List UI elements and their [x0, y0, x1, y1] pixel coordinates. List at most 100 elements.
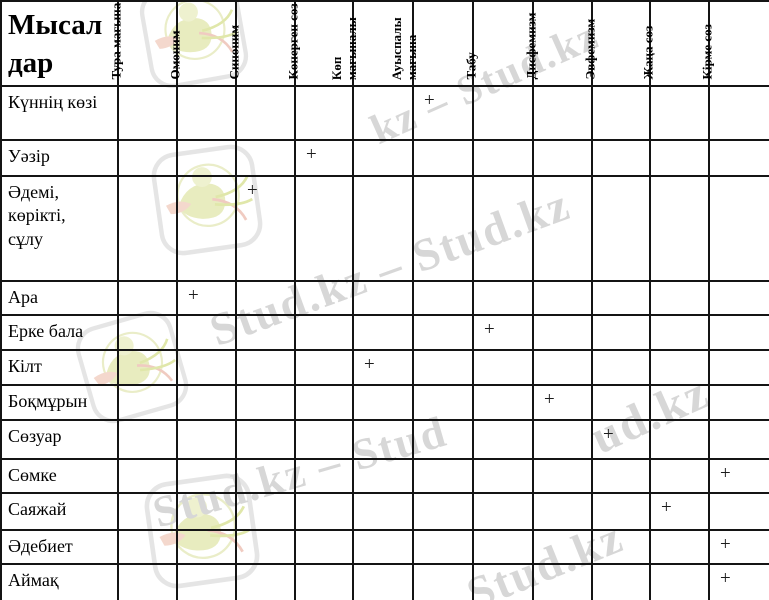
column-header-label: Кірме сөз: [699, 24, 715, 80]
row-label-cell: Әдебиет: [0, 529, 119, 565]
empty-cell: [352, 529, 414, 565]
column-header-label: Дисфемизм: [523, 12, 539, 80]
column-header-cell: Ауыспалы мағына: [389, 0, 474, 87]
empty-cell: [352, 175, 414, 282]
empty-cell: [532, 280, 593, 316]
empty-cell: [176, 492, 237, 531]
column-header-cell: Кірме сөз: [699, 0, 769, 87]
plus-mark-cell: +: [708, 458, 769, 494]
column-header-label: Жаңа сөз: [640, 26, 656, 80]
column-header-cell: Синоним: [226, 0, 296, 87]
empty-cell: [352, 85, 414, 141]
table-header-row: Мысал дар Тура мағына Омоним Синоним Көнерге…: [0, 0, 769, 87]
table-row: Ерке бала +: [0, 314, 769, 351]
row-label-cell: Боқмұрын: [0, 384, 119, 421]
empty-cell: [472, 458, 534, 494]
plus-mark: +: [484, 319, 495, 340]
row-label-cell: Күннің көзі: [0, 85, 119, 141]
empty-cell: [352, 384, 414, 421]
table-row: Уәзір +: [0, 139, 769, 177]
column-header-label: Омоним: [167, 30, 183, 80]
empty-cell: [649, 139, 710, 177]
empty-cell: [591, 349, 651, 386]
plus-mark: +: [306, 144, 317, 165]
empty-cell: [235, 492, 296, 531]
plus-mark-cell: +: [708, 563, 769, 600]
empty-cell: [708, 419, 769, 460]
empty-cell: [472, 175, 534, 282]
empty-cell: [649, 314, 710, 351]
empty-cell: [412, 529, 474, 565]
plus-mark-cell: +: [176, 280, 237, 316]
empty-cell: [235, 384, 296, 421]
table-row: Әдемі, көрікті, сұлу +: [0, 175, 769, 282]
column-header-label: Тура мағына: [108, 3, 124, 80]
column-header-cell: Көп мағыналы: [329, 0, 414, 87]
empty-cell: [235, 563, 296, 600]
plus-mark: +: [364, 354, 375, 375]
empty-cell: [591, 492, 651, 531]
empty-cell: [294, 384, 354, 421]
empty-cell: [591, 139, 651, 177]
empty-cell: [472, 419, 534, 460]
corner-title-cell: Мысал дар: [0, 0, 119, 87]
column-header-label: Табу: [463, 52, 479, 80]
empty-cell: [649, 529, 710, 565]
empty-cell: [412, 280, 474, 316]
empty-cell: [176, 458, 237, 494]
empty-cell: [708, 349, 769, 386]
row-label-cell: Кілт: [0, 349, 119, 386]
empty-cell: [708, 139, 769, 177]
table-row: Күннің көзі +: [0, 85, 769, 141]
table-row: Сөмке +: [0, 458, 769, 494]
plus-mark-cell: +: [412, 85, 474, 141]
column-header-label: Көнерген сөз: [285, 3, 301, 80]
column-header-label: Эвфемизм: [582, 19, 598, 80]
table-row: Сөзуар +: [0, 419, 769, 460]
row-label-cell: Сөзуар: [0, 419, 119, 460]
empty-cell: [649, 280, 710, 316]
plus-mark-cell: +: [708, 529, 769, 565]
empty-cell: [352, 280, 414, 316]
empty-cell: [294, 419, 354, 460]
empty-cell: [532, 349, 593, 386]
plus-mark-cell: +: [649, 492, 710, 531]
empty-cell: [294, 492, 354, 531]
column-header-cell: Дисфемизм: [523, 0, 593, 87]
empty-cell: [294, 563, 354, 600]
empty-cell: [649, 85, 710, 141]
column-header-label: Ауыспалы мағына: [388, 17, 419, 80]
empty-cell: [591, 384, 651, 421]
empty-cell: [117, 492, 178, 531]
column-header-cell: Омоним: [167, 0, 237, 87]
empty-cell: [117, 529, 178, 565]
empty-cell: [532, 314, 593, 351]
empty-cell: [591, 314, 651, 351]
empty-cell: [176, 563, 237, 600]
empty-cell: [176, 85, 237, 141]
empty-cell: [649, 458, 710, 494]
plus-mark-cell: +: [591, 419, 651, 460]
empty-cell: [532, 175, 593, 282]
plus-mark-cell: +: [532, 384, 593, 421]
empty-cell: [176, 419, 237, 460]
empty-cell: [532, 139, 593, 177]
empty-cell: [294, 349, 354, 386]
plus-mark: +: [661, 497, 672, 518]
empty-cell: [235, 349, 296, 386]
table-row: Аймақ +: [0, 563, 769, 600]
plus-mark: +: [544, 389, 555, 410]
empty-cell: [412, 349, 474, 386]
column-header-label: Көп мағыналы: [328, 17, 359, 80]
empty-cell: [294, 529, 354, 565]
plus-mark-cell: +: [294, 139, 354, 177]
plus-mark-cell: +: [472, 314, 534, 351]
column-header-cell: Жаңа сөз: [640, 0, 710, 87]
empty-cell: [472, 280, 534, 316]
plus-mark-cell: +: [352, 349, 414, 386]
empty-cell: [472, 492, 534, 531]
empty-cell: [412, 492, 474, 531]
empty-cell: [412, 314, 474, 351]
empty-cell: [412, 563, 474, 600]
